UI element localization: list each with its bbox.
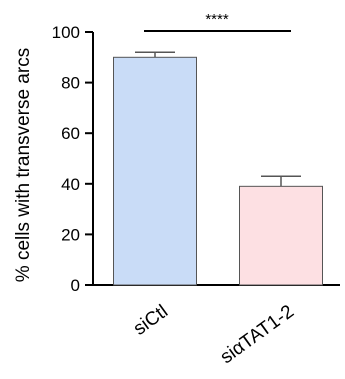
bar-siatat1-2	[239, 185, 323, 286]
bars	[113, 56, 323, 286]
error-bars	[135, 51, 301, 187]
x-tick-label: siαTAT1-2	[217, 301, 298, 368]
y-tick-label: 100	[52, 23, 80, 42]
y-tick-label: 80	[61, 74, 80, 93]
x-tick-labels: siCtl siαTAT1-2	[130, 301, 298, 368]
significance-stars: ****	[205, 11, 229, 28]
y-tick-label: 20	[61, 225, 80, 244]
y-tick-label: 40	[61, 175, 80, 194]
y-ticks: 0 20 40 60 80 100	[52, 23, 93, 295]
y-tick-label: 0	[71, 276, 80, 295]
y-tick-label: 60	[61, 124, 80, 143]
significance-annotation: ****	[144, 11, 291, 32]
x-tick-label: siCtl	[130, 301, 172, 340]
y-axis-label: % cells with transverse arcs	[13, 48, 34, 282]
bar-sictl	[113, 56, 197, 286]
